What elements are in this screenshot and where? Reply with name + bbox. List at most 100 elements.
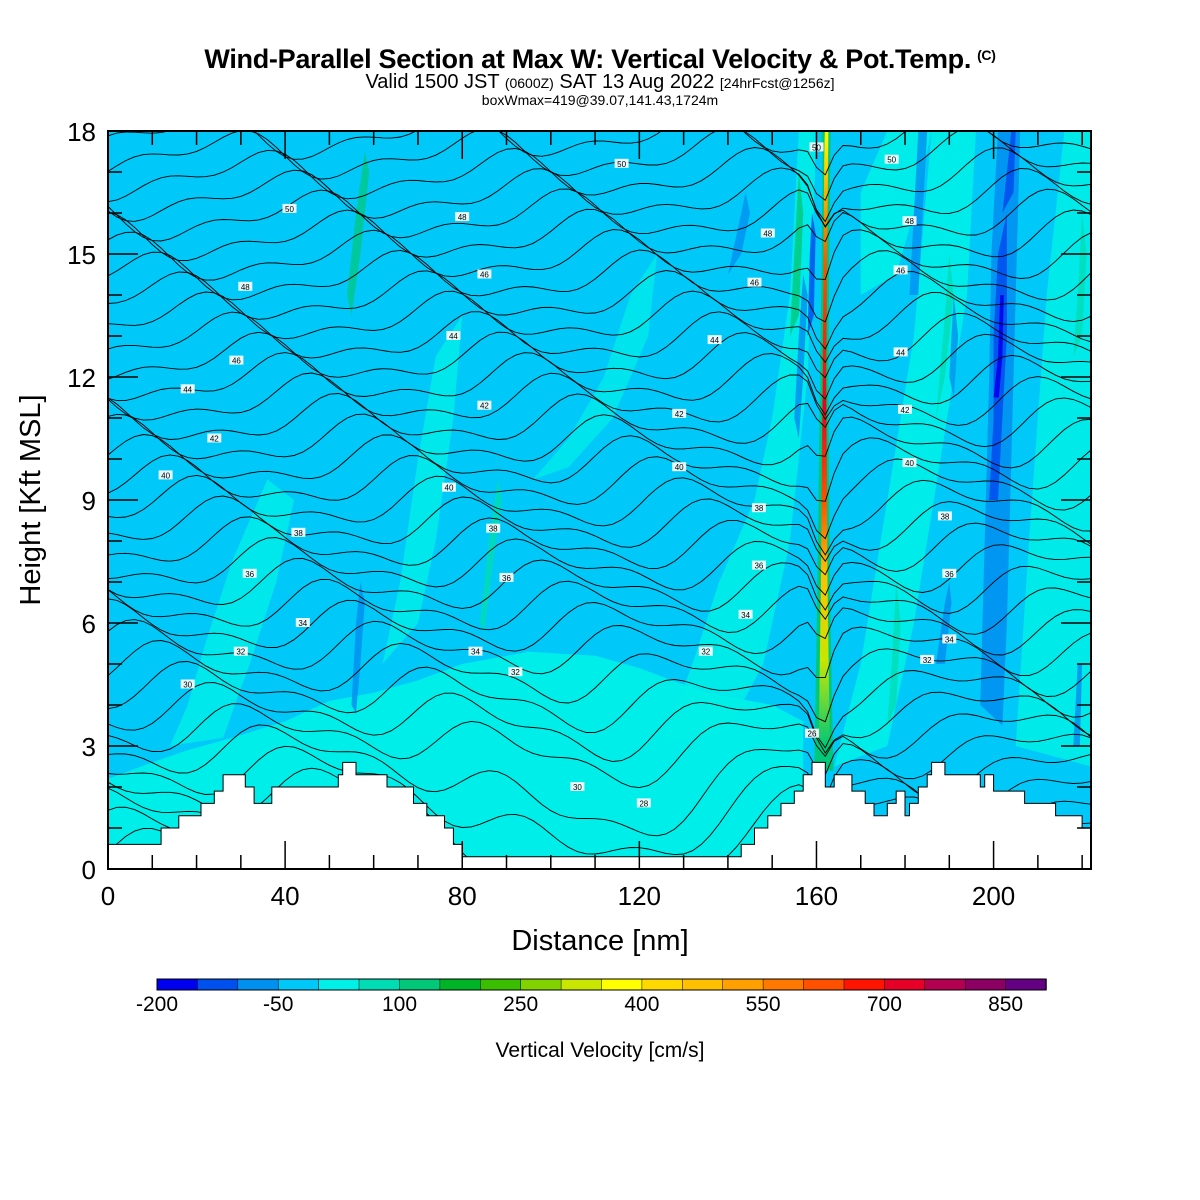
colorbar-swatch xyxy=(358,978,401,991)
theta-contour-line xyxy=(108,558,1091,614)
x-tick-label: 40 xyxy=(271,881,300,911)
theta-contour-line xyxy=(108,516,1091,576)
theta-contour-line xyxy=(108,311,1091,379)
updraft-top xyxy=(821,131,825,172)
x-tick-label: 200 xyxy=(972,881,1015,911)
colorbar-swatch xyxy=(803,978,845,991)
theta-contour-line xyxy=(108,661,1091,749)
contour-label: 48 xyxy=(763,230,772,239)
colorbar-swatch xyxy=(601,978,643,991)
theta-contour-line xyxy=(108,413,1091,469)
contour-label: 32 xyxy=(923,656,932,665)
forecast-info: [24hrFcst@1256z] xyxy=(719,75,835,91)
cyan-band-7 xyxy=(860,131,932,295)
contour-label-bg xyxy=(570,782,585,791)
colorbar-label: 250 xyxy=(503,993,538,1016)
theta-contour-labels: 30 32 34 36 38 40 42 44 46 48 50 34 32 38 36 40 42 44 46 48… xyxy=(158,142,957,808)
contour-label: 44 xyxy=(449,332,458,341)
contour-label: 50 xyxy=(887,156,896,165)
contour-label-bg xyxy=(707,335,722,345)
downdraft-blue-10 xyxy=(949,295,959,398)
contour-label-bg xyxy=(751,503,766,513)
cyan-band-3 xyxy=(533,254,658,480)
contour-label: 48 xyxy=(905,217,914,226)
colorbar-swatch xyxy=(399,978,441,991)
contour-label: 38 xyxy=(754,504,763,513)
contour-label-bg xyxy=(442,482,456,492)
valid-date: SAT 13 Aug 2022 xyxy=(559,71,715,93)
contour-label-bg xyxy=(233,646,248,656)
downdraft-blue-7 xyxy=(351,582,365,714)
contour-label-bg xyxy=(295,618,310,627)
contour-label-bg xyxy=(207,433,222,443)
x-tick-labels: 0 40 80 120 160 200 xyxy=(101,881,1016,911)
contour-label: 44 xyxy=(896,348,905,357)
contour-label: 36 xyxy=(945,570,954,579)
downdraft-blue-4 xyxy=(794,274,808,439)
y-tick-label: 18 xyxy=(67,117,96,147)
colorbar-labels: -200 -50 100 250 400 550 700 850 xyxy=(136,993,1023,1016)
colorbar-frame xyxy=(156,978,1047,991)
contour-label: 36 xyxy=(502,574,511,583)
theta-contour-line xyxy=(108,454,1091,540)
colorbar-title: Vertical Velocity [cm/s] xyxy=(496,1039,705,1062)
theta-contour-line xyxy=(108,290,1091,364)
theta-contour-line xyxy=(108,724,1091,837)
contour-label-bg xyxy=(180,679,195,689)
x-tick-label: 160 xyxy=(795,881,838,911)
contour-label-bg xyxy=(805,728,819,738)
contour-label: 44 xyxy=(183,385,192,394)
theta-contour-line xyxy=(108,495,1091,563)
contour-label-bg xyxy=(282,203,297,213)
theta-contour-line xyxy=(108,434,1091,502)
theta-contour-line xyxy=(108,131,1091,202)
contour-label: 32 xyxy=(236,648,245,657)
contour-label: 28 xyxy=(639,799,648,808)
y-tick-label: 12 xyxy=(67,363,96,393)
theta-contour-line xyxy=(108,598,1091,656)
contour-label-bg xyxy=(942,568,957,578)
contour-label-bg xyxy=(468,646,483,656)
colorbar-swatch xyxy=(197,978,239,991)
y-tick-label: 15 xyxy=(67,240,96,270)
contour-label: 46 xyxy=(896,266,905,275)
contour-label-bg xyxy=(614,158,629,168)
contour-label-bg xyxy=(893,347,908,357)
contour-label-bg xyxy=(942,634,957,644)
contour-label: 44 xyxy=(710,336,719,345)
colorbar-swatch xyxy=(560,978,603,991)
contour-label-bg xyxy=(884,154,899,164)
y-axis-title: Height [Kft MSL] xyxy=(15,394,47,605)
theta-contour-line xyxy=(108,474,1091,556)
contour-label-bg xyxy=(499,572,514,582)
colorbar-swatch xyxy=(924,978,966,991)
contour-label: 36 xyxy=(754,562,763,571)
contour-label-bg xyxy=(902,216,917,226)
downdraft-blue-9 xyxy=(909,131,928,295)
y-tick-label: 9 xyxy=(82,486,96,516)
cyan-band-5 xyxy=(834,131,976,767)
downdraft-blue-8 xyxy=(936,582,952,664)
colorbar-label: 400 xyxy=(624,993,659,1016)
theta-contour-line xyxy=(108,372,1091,426)
colorbar-swatch xyxy=(722,978,764,991)
contour-label-bg xyxy=(508,667,523,677)
colorbar-label: -200 xyxy=(136,993,178,1016)
contour-label: 50 xyxy=(285,205,294,214)
contour-label: 42 xyxy=(480,402,489,411)
contour-label: 42 xyxy=(210,435,219,444)
cyan-band-4 xyxy=(661,131,817,746)
contour-label: 46 xyxy=(750,279,759,288)
contour-label: 40 xyxy=(675,463,684,472)
contour-label-bg xyxy=(291,527,306,537)
theta-contour-line xyxy=(108,682,1091,762)
contour-label-bg xyxy=(672,462,687,472)
colorbar xyxy=(156,978,1047,991)
valid-time-line: Valid 1500 JST (0600Z) SAT 13 Aug 2022 [… xyxy=(0,72,1200,93)
theta-contour-line xyxy=(108,147,1091,223)
downdraft-blue-6 xyxy=(727,192,750,275)
colorbar-swatch xyxy=(156,978,199,991)
colorbar-label: 550 xyxy=(746,993,781,1016)
axis-ticks xyxy=(107,130,1091,870)
